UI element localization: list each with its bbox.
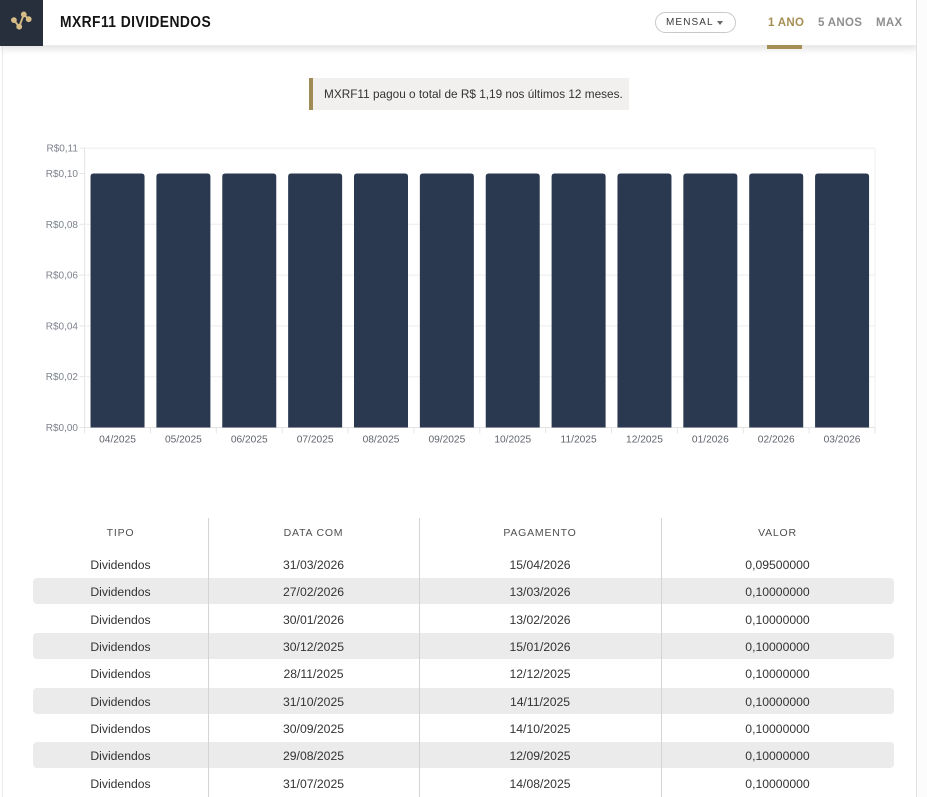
svg-text:R$0,02: R$0,02	[46, 372, 79, 383]
svg-text:R$0,04: R$0,04	[46, 321, 79, 332]
svg-text:11/2025: 11/2025	[561, 435, 597, 446]
svg-text:06/2025: 06/2025	[231, 435, 268, 446]
svg-text:R$0,10: R$0,10	[46, 169, 79, 180]
svg-text:03/2026: 03/2026	[824, 435, 861, 446]
svg-text:09/2025: 09/2025	[428, 435, 465, 446]
svg-text:01/2026: 01/2026	[692, 435, 729, 446]
svg-text:05/2025: 05/2025	[165, 435, 202, 446]
svg-text:R$0,08: R$0,08	[46, 220, 79, 231]
svg-text:R$0,06: R$0,06	[46, 271, 79, 282]
svg-text:12/2025: 12/2025	[626, 435, 663, 446]
svg-text:04/2025: 04/2025	[99, 435, 136, 446]
svg-text:R$0,00: R$0,00	[46, 423, 79, 434]
svg-text:R$0,11: R$0,11	[46, 144, 78, 155]
svg-text:08/2025: 08/2025	[363, 435, 400, 446]
svg-text:07/2025: 07/2025	[297, 435, 334, 446]
svg-text:02/2026: 02/2026	[758, 435, 795, 446]
svg-text:10/2025: 10/2025	[494, 435, 531, 446]
